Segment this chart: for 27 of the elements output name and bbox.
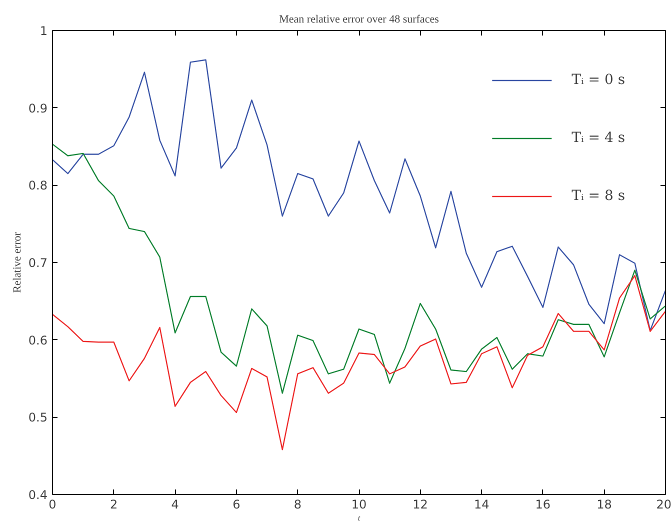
y-tick-label: 0.4 — [28, 488, 48, 502]
x-tick-label: 20 — [656, 498, 671, 512]
x-tick-label: 6 — [232, 498, 240, 512]
x-tick-label: 4 — [171, 498, 179, 512]
y-tick-label: 0.9 — [28, 101, 48, 116]
x-tick-label: 10 — [351, 498, 367, 512]
x-tick-label: 12 — [412, 498, 428, 512]
chart-title: Mean relative error over 48 surfaces — [279, 14, 439, 26]
legend-label: Tᵢ = 0 s — [572, 72, 625, 88]
legend-label: Tᵢ = 8 s — [572, 188, 625, 204]
y-axis-title: Relative error — [11, 232, 24, 293]
x-tick-label: 2 — [110, 498, 118, 512]
x-axis-title: t — [358, 514, 361, 522]
x-tick-label: 14 — [474, 498, 490, 512]
y-tick-label: 1 — [40, 24, 48, 38]
y-tick-label: 0.5 — [28, 410, 48, 425]
y-tick-label: 0.6 — [28, 333, 48, 348]
x-tick-label: 0 — [48, 498, 56, 512]
line-series — [52, 275, 666, 450]
y-tick-label: 0.8 — [28, 178, 48, 193]
x-tick-label: 8 — [294, 498, 302, 512]
line-series — [52, 59, 666, 332]
line-series — [52, 144, 666, 394]
y-tick-label: 0.7 — [28, 256, 48, 270]
legend-label: Tᵢ = 4 s — [572, 130, 625, 146]
x-tick-label: 18 — [596, 498, 612, 512]
x-tick-label: 16 — [535, 498, 551, 512]
